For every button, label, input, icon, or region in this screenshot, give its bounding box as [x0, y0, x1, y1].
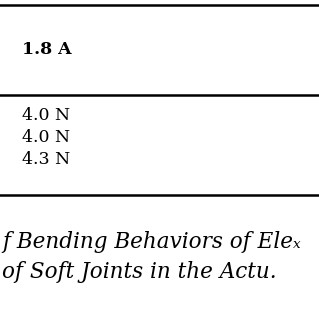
- Text: 4.0 N: 4.0 N: [22, 107, 70, 123]
- Text: 4.0 N: 4.0 N: [22, 129, 70, 145]
- Text: of Soft Joints in the Actu.: of Soft Joints in the Actu.: [2, 261, 277, 283]
- Text: f Bending Behaviors of Eleₓ: f Bending Behaviors of Eleₓ: [2, 231, 300, 253]
- Text: 1.8 A: 1.8 A: [22, 41, 72, 58]
- Text: 4.3 N: 4.3 N: [22, 151, 70, 167]
